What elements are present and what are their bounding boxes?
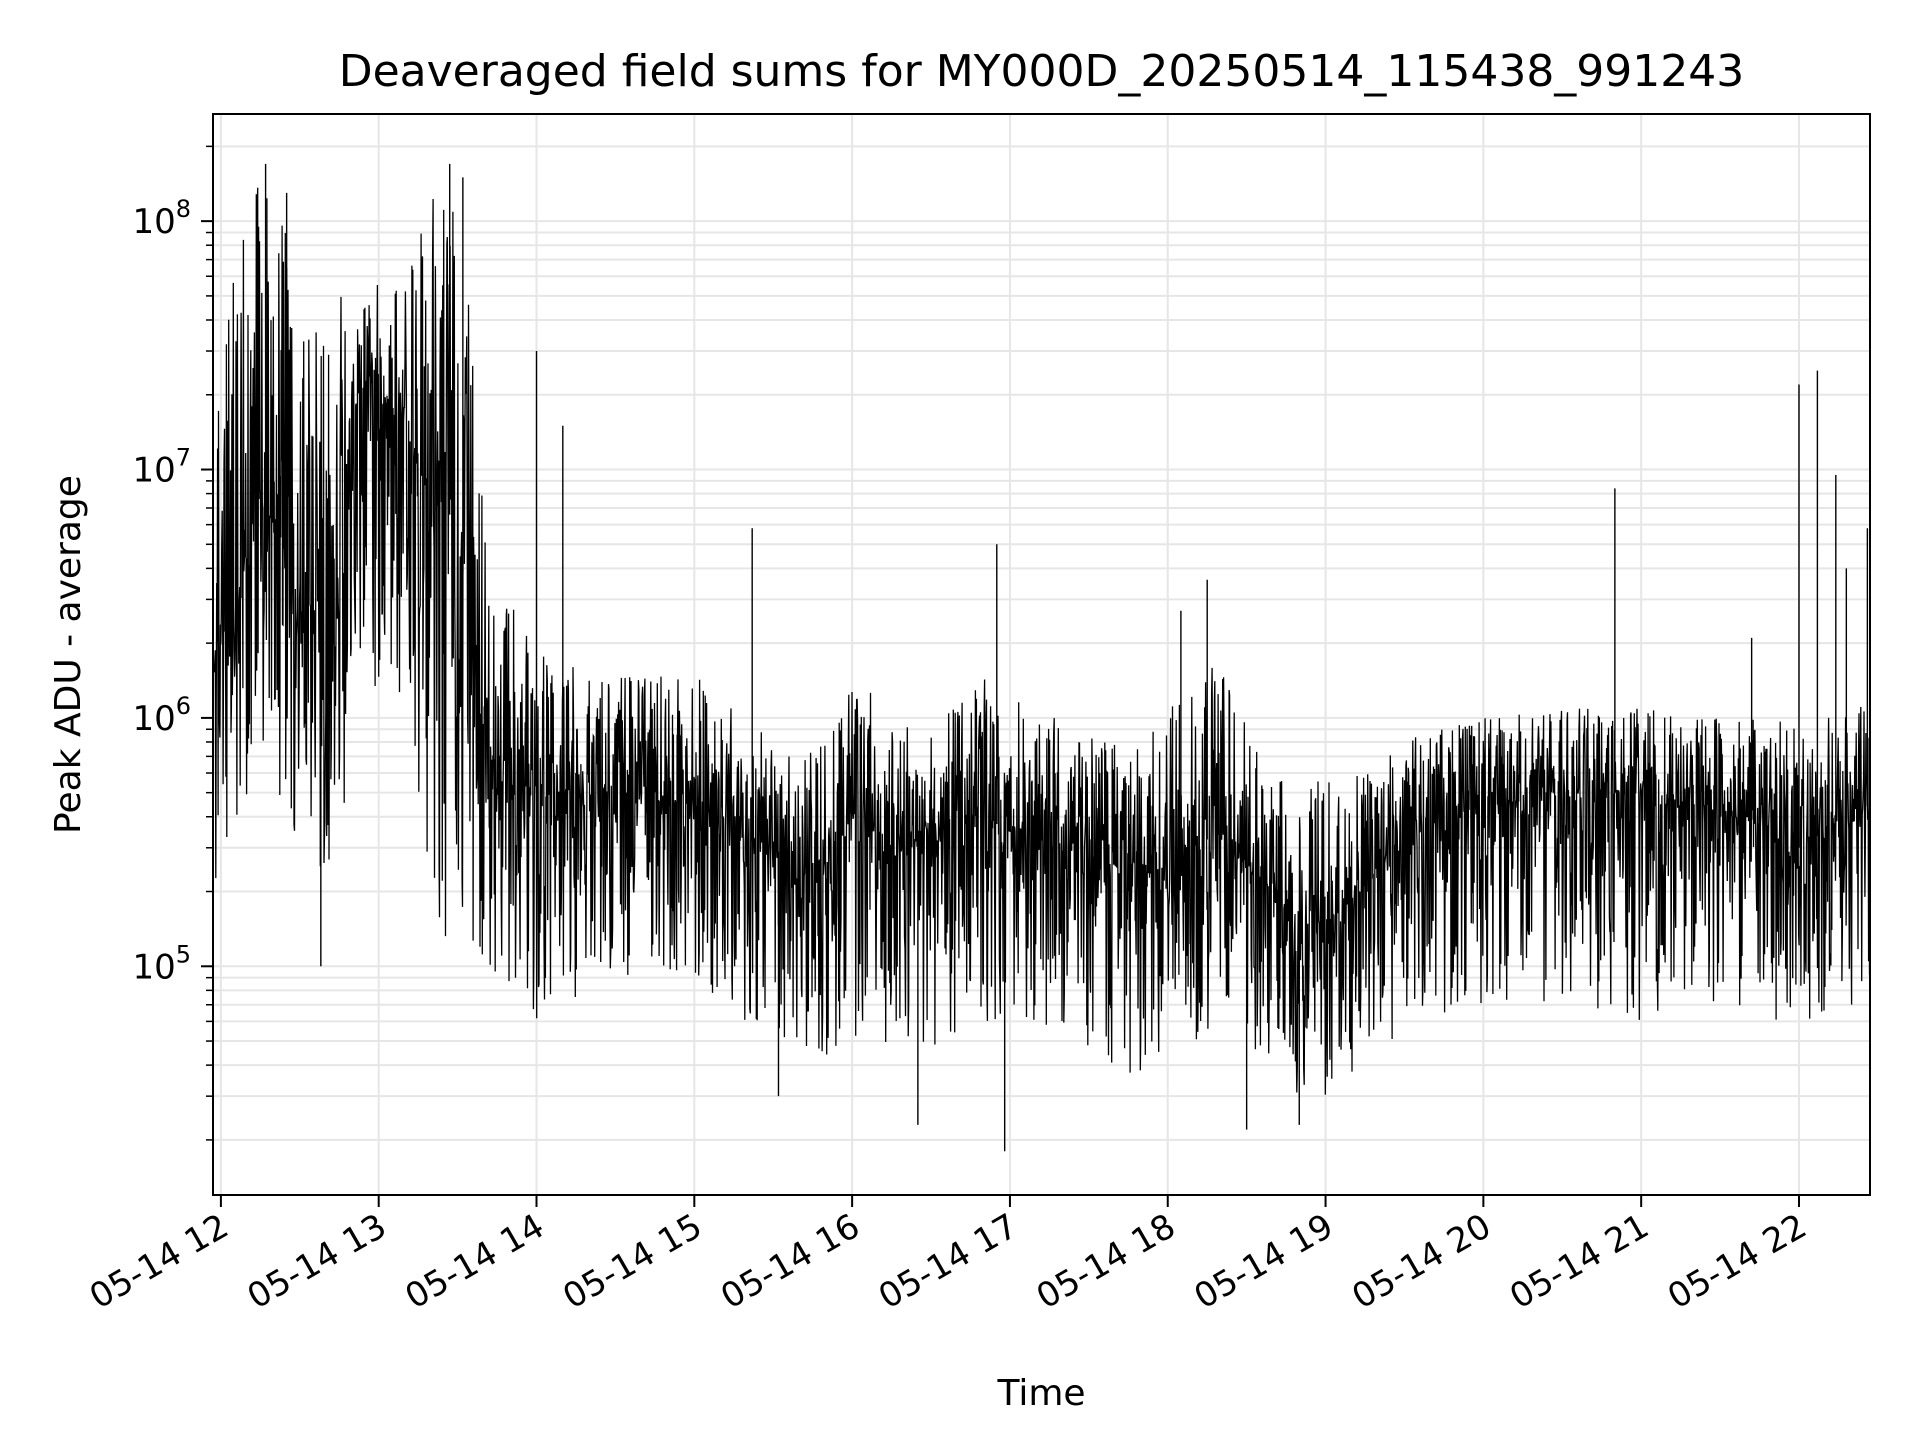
x-axis-label: Time bbox=[996, 1373, 1085, 1414]
y-tick-label: 106 bbox=[132, 692, 191, 739]
chart-title: Deaveraged field sums for MY000D_2025051… bbox=[339, 46, 1745, 97]
y-tick-label: 107 bbox=[132, 444, 191, 491]
y-tick-label: 105 bbox=[132, 940, 191, 987]
y-tick-label: 108 bbox=[132, 195, 191, 242]
y-axis-label: Peak ADU - average bbox=[48, 475, 89, 834]
series-line bbox=[212, 187, 1871, 1095]
plot-frame bbox=[212, 113, 1871, 1196]
plot-data bbox=[212, 163, 1871, 1152]
